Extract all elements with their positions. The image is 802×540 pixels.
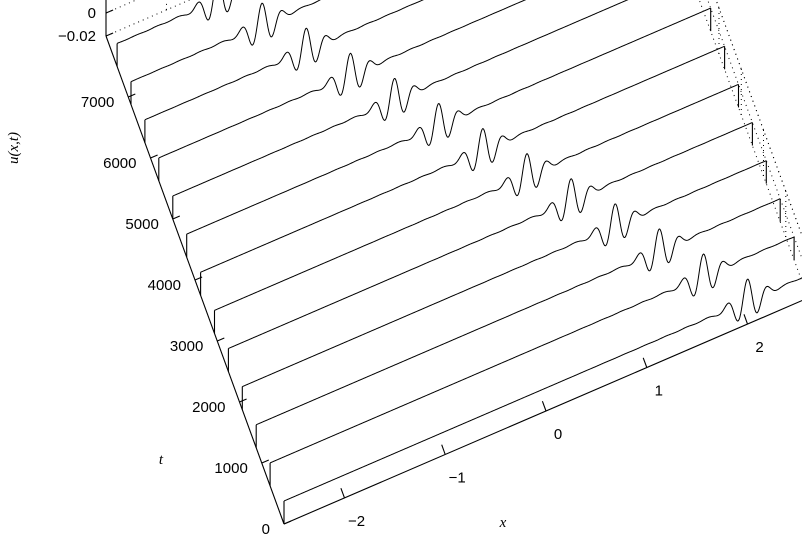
series-curve [283,277,802,502]
t-tick [172,215,181,220]
t-tick-label: 5000 [125,216,158,233]
series-curve [228,122,753,349]
series-curve [269,236,795,464]
z-tick-label: −0.02 [58,28,96,45]
x-tick [642,357,648,368]
x-tick-label: 2 [755,339,763,356]
x-axis-label: x [499,515,507,531]
grid-line [105,0,191,37]
series-curve [186,7,711,235]
z-axis-label: u(x,t) [6,132,22,164]
series-curve [214,83,739,311]
grid-line [698,0,802,284]
x-tick-label: 0 [554,426,562,443]
z-tick-label: 0 [88,5,96,22]
x-tick-label: 1 [655,383,663,400]
x-tick-label: −2 [348,513,365,530]
t-tick-label: 3000 [170,338,203,355]
z-tick [105,9,114,14]
t-tick-label: 6000 [103,155,136,172]
x-tick [743,314,749,325]
series-curve [130,0,321,83]
tick-labels: −2 −1 0 1 2 0 1000 2000 3000 4000 5000 6000 7000 −0.0… [58,5,764,538]
t-tick-label: 2000 [192,399,225,416]
z-tick [105,32,114,37]
x-tick [441,444,446,455]
series-curves [116,0,802,524]
series-curve [200,45,725,273]
x-axis-line [283,299,802,525]
grid [105,0,802,284]
t-tick-label: 1000 [214,460,247,477]
series-curve [158,0,527,159]
x-tick [340,488,346,499]
grid-line [707,0,802,261]
series-curve [144,0,424,121]
t-tick [217,337,225,342]
grid-line [715,0,802,238]
t-tick [283,520,292,525]
t-tick-label: 4000 [148,277,181,294]
t-tick [150,154,158,159]
t-tick [261,459,270,464]
series-curve [255,198,781,426]
t-tick-label: 0 [262,521,270,538]
series-curve [242,160,767,388]
t-tick [128,93,136,98]
axes [105,0,802,525]
x-tick-label: −1 [449,470,466,487]
box-edge [715,0,802,238]
t-axis-label: t [159,452,164,468]
series-curve [172,0,629,197]
t-tick [239,398,247,403]
series-curve [116,0,233,44]
t-tick-label: 7000 [81,94,114,111]
x-tick [541,401,547,412]
